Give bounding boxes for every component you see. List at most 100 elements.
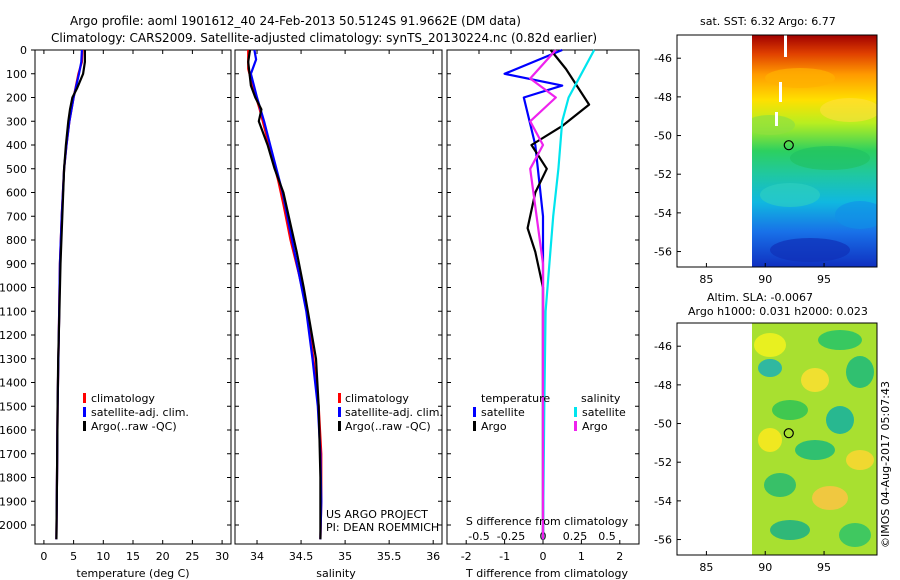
diff-t-tick-label: -2	[461, 550, 472, 563]
figure-title-line1: Argo profile: aoml 1901612_40 24-Feb-201…	[70, 14, 521, 28]
diff-legend-s-satellite: satellite	[582, 406, 626, 419]
diff-legend-salinity-title: salinity	[581, 392, 621, 405]
sst-green-patch	[752, 115, 795, 135]
sst-missing-data-1	[784, 35, 787, 57]
diff-line-s-satellite	[541, 49, 596, 540]
temperature-x-tick-label: 0	[40, 550, 47, 563]
diff-legend-t-argo: Argo	[481, 420, 507, 433]
depth-tick-label: 1200	[0, 329, 27, 342]
map-x-tick-label: 90	[758, 561, 772, 574]
temp-legend-climatology: climatology	[91, 392, 155, 405]
map-x-tick-label: 95	[817, 273, 831, 286]
temp-legend-swatch-satellite	[83, 407, 86, 417]
diff-t-tick-label: 2	[616, 550, 623, 563]
diff-legend-swatch-t-satellite	[473, 407, 476, 417]
sla-low-8	[770, 520, 810, 540]
diff-line-t-argo	[526, 49, 591, 540]
sst-map-title: sat. SST: 6.32 Argo: 6.77	[700, 15, 836, 28]
depth-tick-label: 1300	[0, 353, 27, 366]
diff-legend-temperature-title: temperature	[481, 392, 550, 405]
map-y-tick-label: -48	[654, 379, 672, 392]
depth-tick-label: 200	[6, 92, 27, 105]
sal-legend-swatch-argo	[338, 421, 341, 431]
salinity-series	[247, 49, 323, 540]
depth-tick-label: 1000	[0, 282, 27, 295]
sla-map-field	[752, 323, 877, 555]
sla-high-2	[801, 368, 829, 392]
sst-missing-data-3	[775, 112, 778, 126]
sla-high-4	[846, 450, 874, 470]
t-difference-axis-label: T difference from climatology	[465, 567, 628, 580]
temperature-x-tick-label: 15	[126, 550, 140, 563]
temp-legend-swatch-climatology	[83, 393, 86, 403]
diff-s-tick-label: 0.5	[598, 530, 616, 543]
s-difference-axis-label: S difference from climatology	[466, 515, 629, 528]
sla-map-frame	[676, 322, 878, 556]
map-y-tick-label: -52	[654, 168, 672, 181]
temp-legend-swatch-argo	[83, 421, 86, 431]
temperature-panel-frame	[34, 49, 232, 545]
sal-legend-argo: Argo(..raw -QC)	[345, 420, 431, 433]
sla-low-6	[795, 440, 835, 460]
depth-tick-label: 1500	[0, 400, 27, 413]
map-y-tick-label: -48	[654, 91, 672, 104]
map-y-tick-label: -50	[654, 130, 672, 143]
diff-t-tick-label: 0	[540, 550, 547, 563]
salinity-x-tick-label: 36	[426, 550, 440, 563]
depth-tick-label: 800	[6, 234, 27, 247]
temp-legend-argo: Argo(..raw -QC)	[91, 420, 177, 433]
salinity-legend: climatology satellite-adj. clim. Argo(..…	[338, 392, 443, 433]
salinity-x-tick-label: 34.5	[289, 550, 314, 563]
diff-s-tick-label: -0.5	[468, 530, 489, 543]
diff-legend-swatch-s-satellite	[574, 407, 577, 417]
sst-mid-patch	[790, 146, 870, 170]
sla-low-5	[826, 406, 854, 434]
salinity-x-axis: 34 34.5 35 35.5 36	[250, 50, 440, 563]
sal-legend-swatch-satellite	[338, 407, 341, 417]
temperature-legend: climatology satellite-adj. clim. Argo(..…	[83, 392, 189, 433]
depth-tick-label: 1600	[0, 424, 27, 437]
map-y-tick-label: -46	[654, 52, 672, 65]
sla-low-1	[818, 330, 862, 350]
map-y-tick-label: -52	[654, 456, 672, 469]
temperature-axis-label: temperature (deg C)	[76, 567, 189, 580]
map-y-tick-label: -56	[654, 534, 672, 547]
depth-tick-label: 1100	[0, 305, 27, 318]
sst-map-axes: 85 90 95 -46 -48 -50 -52 -54 -56	[654, 52, 831, 286]
depth-tick-label: 1400	[0, 377, 27, 390]
map-x-tick-label: 85	[699, 273, 713, 286]
map-y-tick-label: -54	[654, 495, 672, 508]
depth-tick-label: 1700	[0, 448, 27, 461]
salinity-x-tick-label: 34	[250, 550, 264, 563]
figure-title-line2: Climatology: CARS2009. Satellite-adjuste…	[51, 31, 597, 45]
sla-high-5	[812, 486, 848, 510]
temperature-x-tick-label: 25	[185, 550, 199, 563]
depth-axis: 0 100 200 300 400 500 600 700 800 900 1000 1100 1200…	[0, 44, 639, 532]
sal-legend-climatology: climatology	[345, 392, 409, 405]
sla-low-4	[772, 400, 808, 420]
sla-high-1	[754, 333, 786, 357]
depth-tick-label: 600	[6, 187, 27, 200]
diff-legend-swatch-s-argo	[574, 421, 577, 431]
sal-legend-satellite: satellite-adj. clim.	[345, 406, 443, 419]
diff-legend-swatch-t-argo	[473, 421, 476, 431]
sla-map-axes: 85 90 95 -46 -48 -50 -52 -54 -56	[654, 340, 831, 574]
diff-line-t-satellite	[503, 48, 564, 540]
depth-tick-label: 1900	[0, 495, 27, 508]
salinity-x-tick-label: 35	[338, 550, 352, 563]
salinity-panel-frame	[234, 49, 443, 545]
sla-map-title-line2: Argo h1000: 0.031 h2000: 0.023	[688, 305, 868, 318]
sal-legend-swatch-climatology	[338, 393, 341, 403]
depth-tick-label: 0	[20, 44, 27, 57]
diff-t-tick-label: -1	[499, 550, 510, 563]
diff-legend-s-argo: Argo	[582, 420, 608, 433]
diff-line-s-argo	[529, 49, 557, 540]
sla-float-marker	[783, 428, 794, 439]
sst-map-frame	[676, 34, 878, 268]
temperature-line-argo-raw-qc-	[55, 50, 87, 540]
depth-tick-label: 100	[6, 68, 27, 81]
temperature-x-tick-label: 30	[215, 550, 229, 563]
map-y-tick-label: -46	[654, 340, 672, 353]
sla-low-3	[846, 356, 874, 388]
